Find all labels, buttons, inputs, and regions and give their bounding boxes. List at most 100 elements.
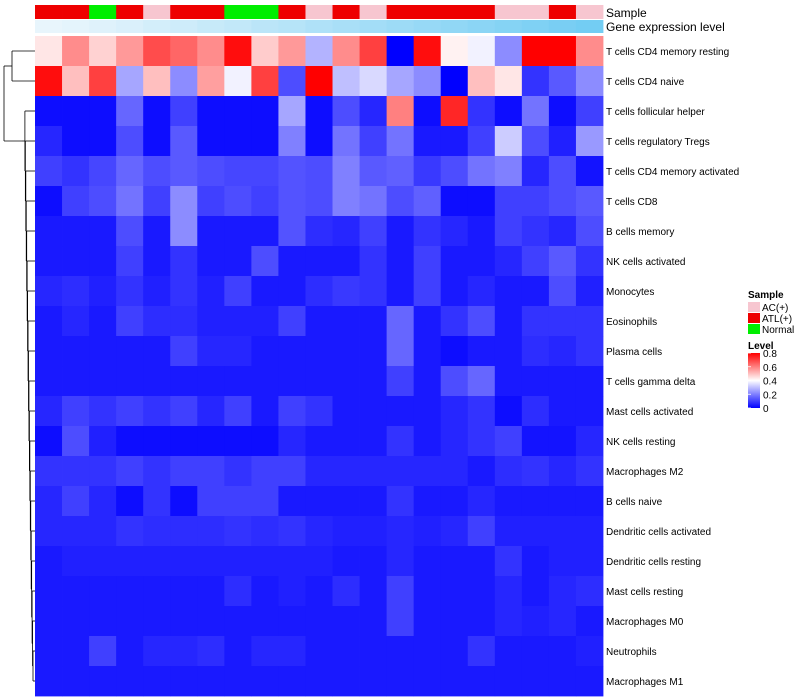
heatmap-cell [440,516,469,547]
heatmap-cell [116,66,144,97]
heatmap-cell [143,276,171,307]
heatmap-cell [278,276,306,307]
heatmap-cell [575,36,604,67]
heatmap-cell [62,306,90,337]
heatmap-cell [62,366,90,397]
heatmap-cell [413,576,442,607]
heatmap-cell [575,156,604,187]
heatmap-cell [494,486,523,517]
heatmap-cell [440,186,469,217]
sample-annotation-cell [521,5,550,19]
heatmap-cell [143,336,171,367]
heatmap-cell [62,96,90,127]
heatmap-cell [521,156,550,187]
heatmap-cell [251,636,279,667]
gene-expression-cell [521,20,550,33]
legend-tick-label: 0.6 [763,363,777,374]
heatmap-cell [494,246,523,277]
heatmap-cell [143,156,171,187]
heatmap-cell [278,246,306,277]
heatmap-cell [197,636,225,667]
heatmap-cell [143,36,171,67]
heatmap-cell [143,186,171,217]
sample-annotation-cell [251,5,279,19]
heatmap-cell [548,516,577,547]
heatmap-cell [197,126,225,157]
heatmap-cell [116,126,144,157]
heatmap-cell [35,126,63,157]
heatmap-cell [197,456,225,487]
heatmap-cell [278,36,306,67]
heatmap-cell [278,366,306,397]
heatmap-cell [494,666,523,697]
heatmap-cell [224,396,252,427]
heatmap-cell [386,576,415,607]
heatmap-cell [440,456,469,487]
legend-swatch [748,302,760,312]
heatmap-cell [494,426,523,457]
heatmap-cell [548,426,577,457]
legend-tick-label: 0.4 [763,377,777,388]
heatmap-cell [359,666,388,697]
heatmap-cell [494,396,523,427]
heatmap-cell [197,246,225,277]
heatmap-cell [143,396,171,427]
heatmap-cell [386,336,415,367]
heatmap-cell [413,246,442,277]
legend: Sample AC(+)ATL(+)Normal Level 0.8 0.6 0.4… [748,290,794,415]
heatmap-cell [575,306,604,337]
heatmap-cell [359,36,388,67]
heatmap-cell [35,576,63,607]
heatmap-cell [548,66,577,97]
heatmap-cell [467,156,496,187]
heatmap-cell [440,606,469,637]
heatmap-cell [548,666,577,697]
heatmap-cell [35,156,63,187]
heatmap-cell [440,246,469,277]
heatmap-cell [278,666,306,697]
heatmap-cell [548,276,577,307]
heatmap-cell [62,666,90,697]
heatmap-cell [359,516,388,547]
heatmap-cell [116,576,144,607]
heatmap-cell [521,36,550,67]
heatmap-cell [521,456,550,487]
heatmap-cell [278,156,306,187]
heatmap-cell [170,456,198,487]
heatmap-cell [251,666,279,697]
heatmap-cell [467,636,496,667]
heatmap-cell [521,366,550,397]
heatmap-cell [521,96,550,127]
heatmap-cell [386,126,415,157]
sample-annotation-cell [332,5,360,19]
heatmap-cell [332,126,360,157]
heatmap-cell [494,96,523,127]
heatmap-cell [278,576,306,607]
heatmap-cell [143,426,171,457]
heatmap-cell [197,186,225,217]
heatmap-cell [305,606,333,637]
heatmap-cell [89,66,117,97]
heatmap-cell [116,486,144,517]
heatmap-cell [440,156,469,187]
heatmap-cell [224,276,252,307]
gene-expression-cell [224,20,252,33]
heatmap-cell [440,636,469,667]
heatmap-cell [143,456,171,487]
gene-expression-cell [467,20,496,33]
row-label: Monocytes [606,287,654,298]
heatmap-cell [359,456,388,487]
heatmap-cell [170,156,198,187]
heatmap-cell [35,486,63,517]
heatmap-cell [224,516,252,547]
heatmap-cell [467,336,496,367]
heatmap-cell [359,126,388,157]
heatmap-cell [305,186,333,217]
heatmap-cell [386,516,415,547]
heatmap-cell [440,306,469,337]
heatmap-cell [251,276,279,307]
heatmap-cell [251,486,279,517]
heatmap-cell [197,426,225,457]
row-label: NK cells resting [606,437,675,448]
row-label: T cells CD8 [606,197,658,208]
